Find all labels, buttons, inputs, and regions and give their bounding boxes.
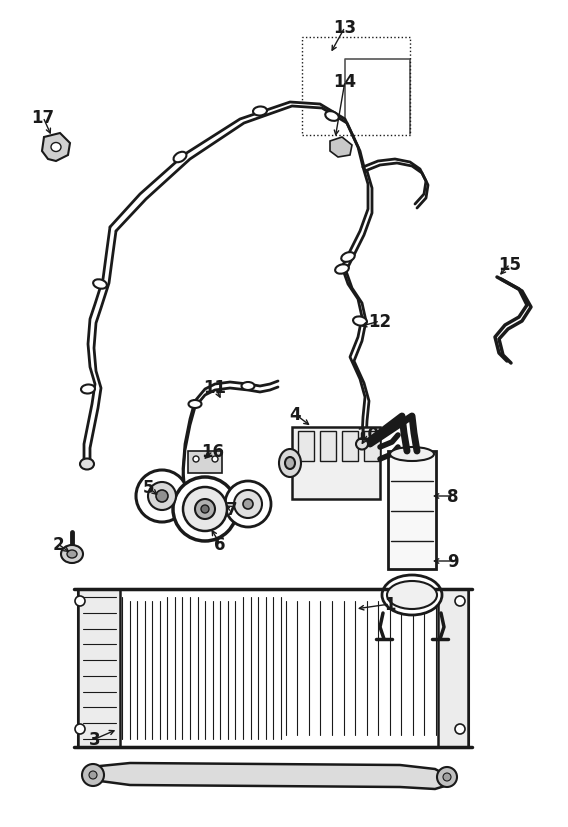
Text: 1: 1: [384, 595, 396, 614]
Ellipse shape: [193, 457, 199, 462]
Text: 17: 17: [31, 109, 55, 127]
Polygon shape: [90, 763, 448, 789]
Ellipse shape: [148, 482, 176, 510]
Ellipse shape: [82, 764, 104, 786]
Ellipse shape: [195, 500, 215, 519]
Text: 7: 7: [226, 500, 238, 519]
Text: 14: 14: [333, 73, 357, 91]
Ellipse shape: [243, 500, 253, 509]
Ellipse shape: [279, 449, 301, 477]
Text: 6: 6: [214, 535, 225, 553]
Ellipse shape: [80, 459, 94, 470]
Bar: [302, 38, 410, 136]
Text: 3: 3: [89, 730, 101, 748]
Ellipse shape: [285, 457, 295, 470]
Polygon shape: [330, 138, 352, 158]
Ellipse shape: [455, 596, 465, 606]
Ellipse shape: [356, 439, 368, 450]
Ellipse shape: [225, 481, 271, 528]
Ellipse shape: [353, 317, 367, 326]
Ellipse shape: [67, 550, 77, 558]
Ellipse shape: [335, 265, 349, 275]
Ellipse shape: [156, 490, 168, 502]
Ellipse shape: [183, 487, 227, 532]
Text: 13: 13: [333, 19, 357, 37]
Text: 8: 8: [447, 487, 459, 505]
Text: 11: 11: [203, 379, 227, 396]
Ellipse shape: [241, 383, 254, 390]
Ellipse shape: [443, 773, 451, 781]
Text: 2: 2: [52, 535, 64, 553]
Ellipse shape: [75, 596, 85, 606]
Bar: [364, 432, 380, 461]
Ellipse shape: [189, 400, 202, 409]
Ellipse shape: [136, 471, 188, 523]
Bar: [438, 590, 468, 747]
Ellipse shape: [234, 490, 262, 519]
Ellipse shape: [174, 152, 186, 163]
Bar: [298, 432, 314, 461]
Ellipse shape: [437, 767, 457, 787]
Ellipse shape: [201, 505, 209, 514]
Ellipse shape: [81, 385, 95, 394]
Bar: [188, 452, 222, 473]
Text: 15: 15: [499, 256, 521, 274]
Text: 10: 10: [357, 425, 379, 443]
Text: 12: 12: [369, 313, 391, 331]
Ellipse shape: [89, 771, 97, 779]
Bar: [78, 590, 120, 747]
Ellipse shape: [93, 280, 107, 289]
Text: 5: 5: [142, 479, 154, 496]
Ellipse shape: [455, 724, 465, 734]
Ellipse shape: [341, 253, 355, 262]
Text: 16: 16: [202, 442, 224, 461]
Ellipse shape: [51, 143, 61, 152]
Bar: [388, 452, 436, 569]
Ellipse shape: [325, 112, 339, 122]
Ellipse shape: [387, 581, 437, 609]
Ellipse shape: [212, 457, 218, 462]
Ellipse shape: [382, 576, 442, 615]
Ellipse shape: [75, 724, 85, 734]
Bar: [292, 428, 380, 500]
Bar: [78, 590, 468, 747]
Ellipse shape: [61, 545, 83, 563]
Bar: [320, 432, 336, 461]
Ellipse shape: [390, 447, 434, 461]
Ellipse shape: [253, 108, 267, 117]
Bar: [342, 432, 358, 461]
Text: 4: 4: [289, 405, 301, 423]
Text: 9: 9: [447, 552, 459, 571]
Ellipse shape: [173, 477, 237, 542]
Polygon shape: [42, 134, 70, 162]
